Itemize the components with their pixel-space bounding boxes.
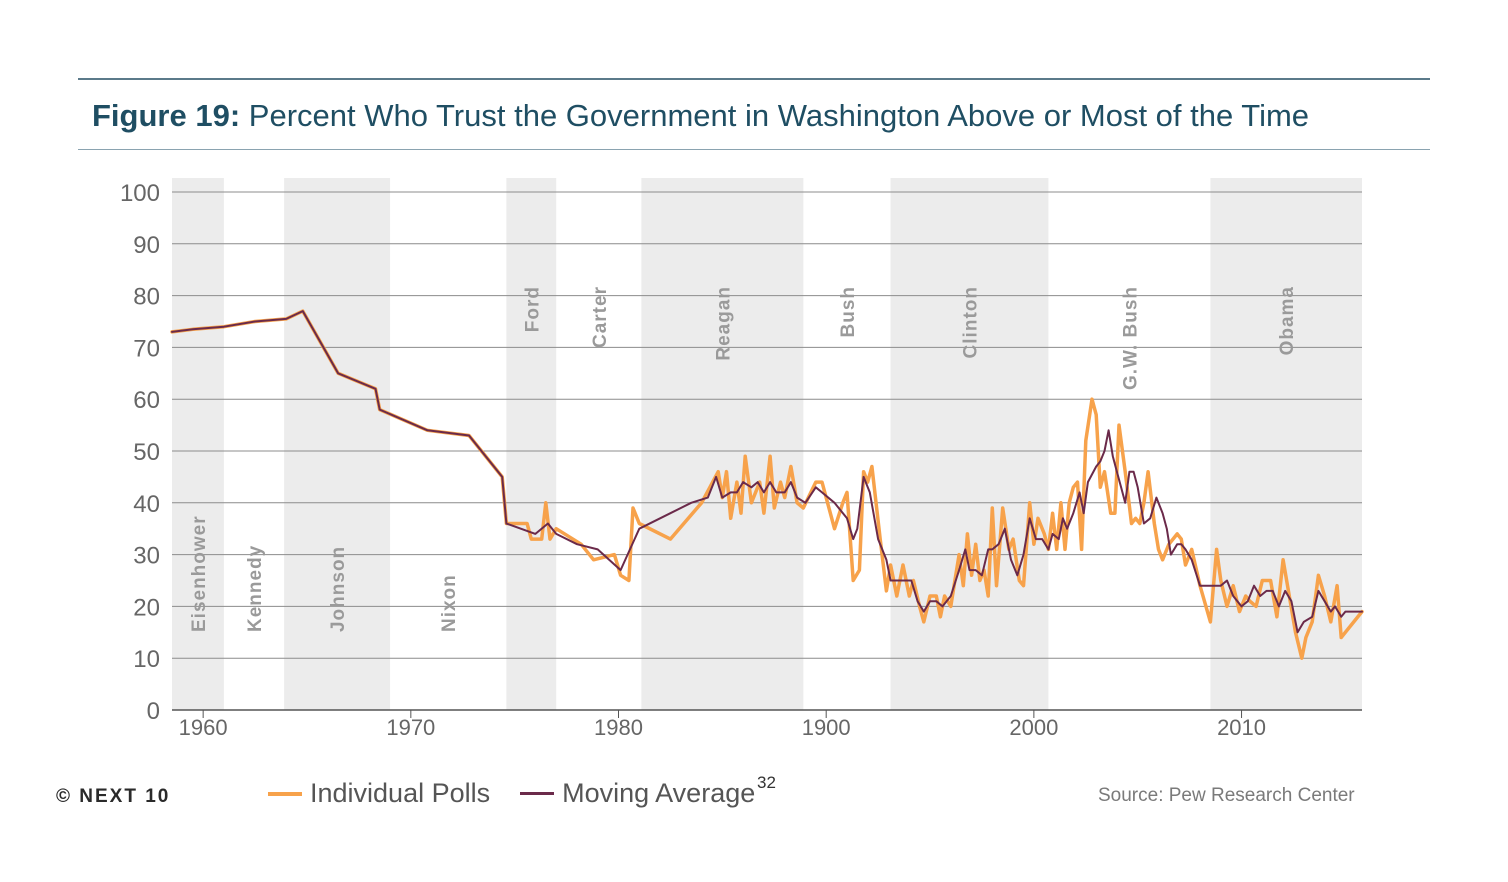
x-tick-label: 1960 <box>179 715 228 740</box>
figure-label: Figure 19: <box>92 98 241 133</box>
band-obama <box>1210 178 1362 710</box>
series-line-moving-average <box>171 310 1363 634</box>
legend-label-moving-average: Moving Average <box>562 778 756 808</box>
y-tick-label: 50 <box>133 439 160 466</box>
legend-item-moving-average: Moving Average <box>520 778 755 809</box>
president-label-carter: Carter <box>590 286 611 348</box>
president-label-johnson: Johnson <box>328 546 349 632</box>
president-label-reagan: Reagan <box>713 286 734 361</box>
top-rule <box>78 78 1430 80</box>
series-lines <box>170 309 1364 660</box>
x-tick-label: 1980 <box>594 715 643 740</box>
x-axis-labels: 1960 1970 1980 1900 2000 2010 <box>179 710 1266 740</box>
y-tick-label: 40 <box>133 491 160 518</box>
president-label-bush: Bush <box>838 286 859 338</box>
president-labels: Eisenhower Kennedy Johnson Nixon Ford Carter R… <box>189 286 1298 632</box>
y-tick-label: 100 <box>120 180 160 207</box>
x-tick-label: 1970 <box>386 715 435 740</box>
band-johnson <box>284 178 391 710</box>
y-tick-label: 70 <box>133 335 160 362</box>
president-label-clinton: Clinton <box>960 286 981 358</box>
legend-swatch-individual-polls <box>268 791 302 796</box>
legend-swatch-moving-average <box>520 792 555 795</box>
x-tick-label: 2000 <box>1009 715 1058 740</box>
president-label-eisenhower: Eisenhower <box>189 515 210 632</box>
band-clinton <box>890 178 1049 710</box>
x-tick-label: 2010 <box>1217 715 1266 740</box>
legend-item-individual-polls: Individual Polls <box>268 778 490 809</box>
y-tick-label: 10 <box>133 646 160 673</box>
figure-title: Figure 19: Percent Who Trust the Governm… <box>92 98 1309 134</box>
president-label-ford: Ford <box>522 286 543 332</box>
y-tick-label: 60 <box>133 387 160 414</box>
gridlines <box>172 191 1362 711</box>
y-tick-label: 20 <box>133 594 160 621</box>
y-tick-label: 90 <box>133 232 160 259</box>
page-number: 32 <box>757 773 776 792</box>
band-eisenhower <box>172 178 224 710</box>
legend: Individual Polls Moving Average <box>268 778 785 809</box>
series-line-individual-polls <box>170 309 1364 660</box>
x-tick-label: 1900 <box>802 715 851 740</box>
band-ford <box>506 178 557 710</box>
president-label-kennedy: Kennedy <box>245 545 266 632</box>
president-label-obama: Obama <box>1277 286 1298 355</box>
president-label-nixon: Nixon <box>439 574 460 632</box>
title-rule <box>78 149 1430 150</box>
president-label-g-w-bush: G.W. Bush <box>1120 286 1141 390</box>
y-tick-label: 30 <box>133 543 160 570</box>
y-tick-label: 80 <box>133 284 160 311</box>
y-tick-label: 0 <box>147 698 160 725</box>
band-reagan <box>641 178 804 710</box>
y-axis-labels: 0 10 20 30 40 50 60 70 80 90 100 <box>120 180 160 725</box>
legend-label-individual-polls: Individual Polls <box>310 778 491 808</box>
source-note: Source: Pew Research Center <box>1098 785 1355 806</box>
figure-title-text: Percent Who Trust the Government in Wash… <box>248 98 1310 133</box>
copyright: © NEXT 10 <box>56 786 171 807</box>
administration-bands <box>172 178 1362 710</box>
